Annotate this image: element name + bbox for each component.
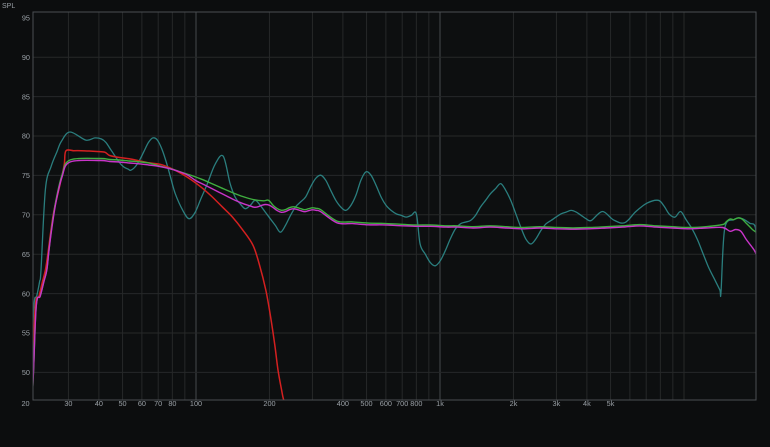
svg-text:55: 55: [22, 329, 30, 338]
svg-text:50: 50: [22, 368, 30, 377]
svg-text:700: 700: [396, 399, 408, 408]
svg-text:70: 70: [22, 211, 30, 220]
svg-text:85: 85: [22, 92, 30, 101]
svg-text:75: 75: [22, 171, 30, 180]
svg-text:95: 95: [22, 14, 30, 23]
svg-text:90: 90: [22, 53, 30, 62]
svg-text:SPL: SPL: [2, 3, 15, 10]
svg-text:800: 800: [410, 399, 422, 408]
svg-text:70: 70: [154, 399, 162, 408]
svg-text:50: 50: [118, 399, 126, 408]
svg-text:600: 600: [380, 399, 392, 408]
svg-text:1k: 1k: [436, 399, 444, 408]
svg-text:400: 400: [337, 399, 349, 408]
svg-text:5k: 5k: [607, 399, 615, 408]
svg-text:200: 200: [263, 399, 275, 408]
svg-text:40: 40: [95, 399, 103, 408]
svg-text:4k: 4k: [583, 399, 591, 408]
svg-text:500: 500: [360, 399, 372, 408]
svg-text:30: 30: [64, 399, 72, 408]
svg-text:3k: 3k: [553, 399, 561, 408]
svg-text:2k: 2k: [510, 399, 518, 408]
svg-text:100: 100: [190, 399, 202, 408]
svg-text:60: 60: [22, 289, 30, 298]
svg-text:80: 80: [168, 399, 176, 408]
svg-text:20: 20: [21, 399, 29, 408]
svg-text:80: 80: [22, 132, 30, 141]
svg-text:65: 65: [22, 250, 30, 259]
svg-text:60: 60: [138, 399, 146, 408]
